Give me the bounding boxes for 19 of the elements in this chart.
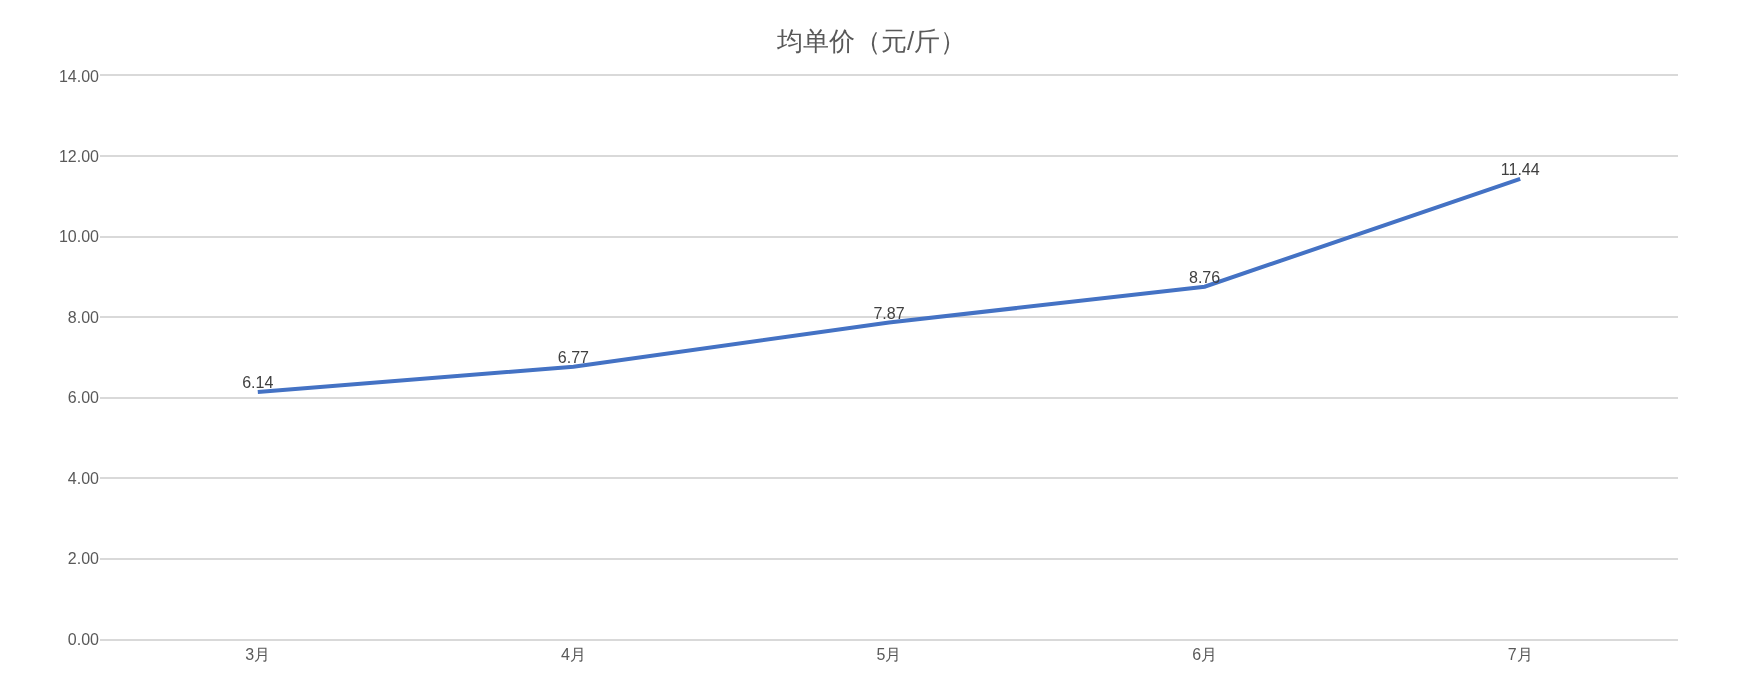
y-tick-label: 14.00	[58, 67, 100, 85]
data-label: 8.76	[1189, 268, 1221, 286]
data-label: 6.77	[557, 348, 590, 366]
x-tick-label: 4月	[560, 645, 586, 663]
y-tick-label: 4.00	[67, 469, 100, 487]
x-tick-label: 7月	[1507, 645, 1533, 663]
data-label: 6.14	[242, 374, 274, 392]
y-tick-label: 8.00	[67, 308, 100, 326]
y-tick-label: 0.00	[67, 630, 100, 648]
y-tick-label: 6.00	[67, 389, 100, 407]
x-tick-label: 3月	[245, 645, 271, 663]
y-tick-label: 2.00	[67, 550, 100, 568]
data-label: 7.87	[873, 304, 905, 322]
y-tick-label: 12.00	[58, 148, 100, 166]
y-tick-label: 10.00	[58, 228, 100, 246]
data-label: 11.44	[1500, 160, 1540, 178]
x-tick-label: 6月	[1192, 645, 1218, 663]
x-tick-label: 5月	[876, 645, 902, 663]
chart-title: 均单价（元/斤）	[775, 25, 967, 56]
